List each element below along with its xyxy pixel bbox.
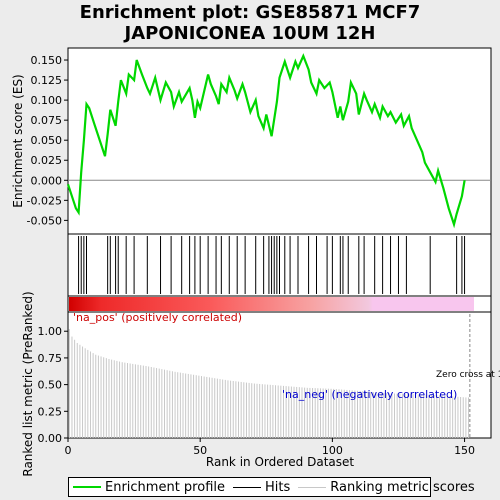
rank-color-gradient: [69, 297, 474, 311]
es-y-tick-label: 0.075: [31, 114, 63, 127]
legend-hits-label: Hits: [265, 479, 291, 495]
metric-y-tick-label: 0.25: [38, 405, 63, 418]
es-panel: -0.050 -0.025 0.000 0.025 0.050 0.075 0.100 0.1…: [11, 47, 492, 235]
chart-title: Enrichment plot: GSE85871 MCF7 JAPONICON…: [0, 2, 500, 44]
metric-y-tick-label: 0.75: [38, 352, 63, 365]
es-y-tick-label: 0.050: [31, 134, 63, 147]
es-y-tick-label: -0.050: [27, 214, 62, 227]
metric-y-tick-label: 0.50: [38, 379, 63, 392]
hit-markers: [78, 236, 466, 294]
legend-ranking-swatch: [298, 486, 327, 488]
metric-y-tick-label: 0.00: [38, 432, 63, 445]
x-tick-label: 100: [322, 444, 343, 457]
x-tick-label: 50: [193, 444, 207, 457]
es-y-tick-label: 0.000: [31, 174, 63, 187]
neg-correlated-label: 'na_neg' (negatively correlated): [282, 388, 457, 401]
es-y-tick-label: 0.150: [31, 54, 63, 67]
es-y-ticks: -0.050 -0.025 0.000 0.025 0.050 0.075 0.100 0.1…: [27, 54, 68, 227]
legend-ranking: Ranking metric scores: [298, 479, 475, 495]
enrichment-profile-line: [66, 53, 466, 229]
metric-panel-frame: [67, 311, 492, 439]
chart-title-line1: Enrichment plot: GSE85871 MCF7: [79, 2, 421, 23]
es-y-tick-label: 0.100: [31, 94, 63, 107]
heat-bar: [67, 295, 492, 313]
metric-x-ticks: 0 50 100 150: [65, 438, 475, 457]
es-y-tick-label: 0.125: [31, 74, 63, 87]
x-axis-label: Rank in Ordered Dataset: [206, 455, 354, 469]
legend-hits: Hits: [233, 480, 290, 495]
metric-y-axis-label: Ranked list metric (PreRanked): [21, 291, 35, 476]
pos-correlated-label: 'na_pos' (positively correlated): [73, 311, 242, 324]
x-tick-label: 150: [454, 444, 475, 457]
x-tick-label: 0: [65, 444, 72, 457]
zero-cross-label: Zero cross at 152: [436, 370, 500, 380]
chart-title-line2: JAPONICONEA 10UM 12H: [124, 23, 376, 44]
ranking-metric-bars: [68, 329, 470, 438]
es-y-tick-label: 0.025: [31, 154, 63, 167]
metric-panel: 0.00 0.25 0.50 0.75 1.00 0 50 100 150 'na_pos' …: [21, 291, 500, 476]
metric-y-ticks: 0.00 0.25 0.50 0.75 1.00: [38, 325, 68, 445]
legend-ranking-label: Ranking metric scores: [330, 479, 475, 495]
hits-panel: [67, 233, 492, 297]
es-y-tick-label: -0.025: [27, 194, 62, 207]
metric-y-tick-label: 1.00: [38, 325, 63, 338]
legend-enrichment: Enrichment profile: [73, 480, 225, 495]
legend-hits-swatch: [233, 486, 261, 488]
legend: Enrichment profile Hits Ranking metric s…: [68, 477, 475, 497]
legend-enrichment-swatch: [73, 486, 101, 488]
es-y-axis-label: Enrichment score (ES): [11, 74, 25, 207]
legend-enrichment-label: Enrichment profile: [105, 479, 225, 495]
